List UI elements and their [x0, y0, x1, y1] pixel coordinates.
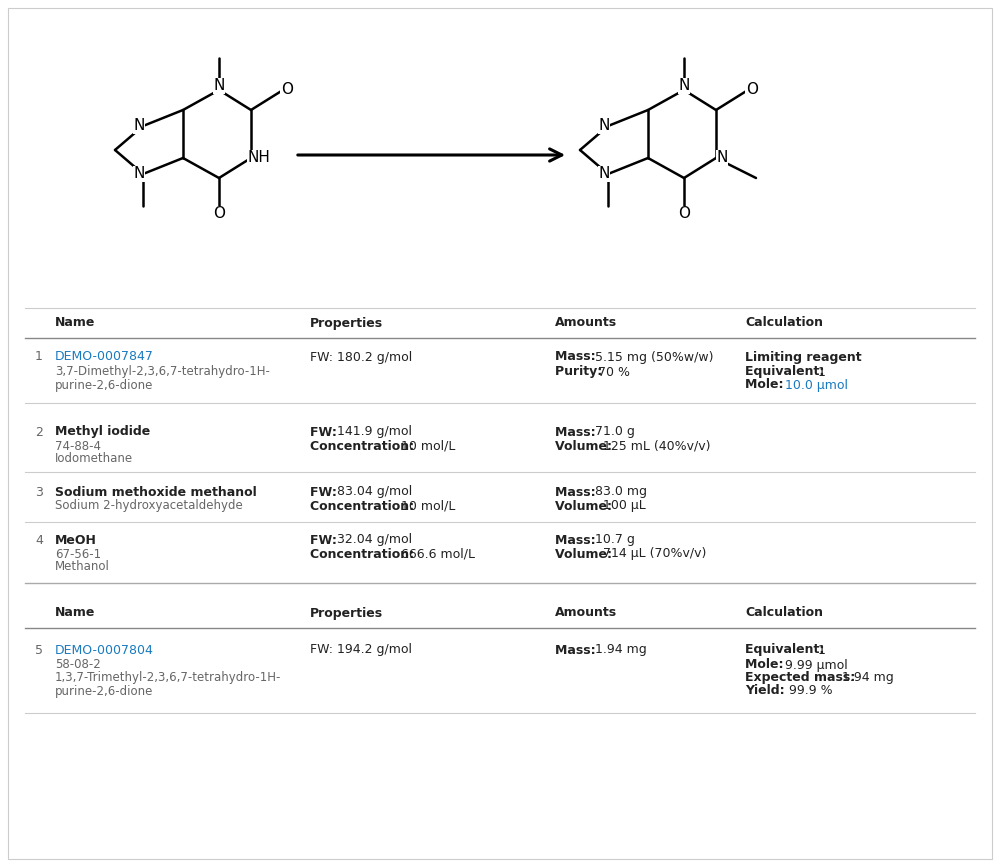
Text: 714 μL (70%v/v): 714 μL (70%v/v)	[603, 547, 706, 560]
Text: O: O	[746, 82, 758, 97]
Text: Mass:: Mass:	[555, 350, 600, 363]
Text: 71.0 g: 71.0 g	[595, 426, 635, 439]
Text: 99.9 %: 99.9 %	[789, 685, 833, 697]
Text: NH: NH	[248, 151, 270, 166]
Text: Name: Name	[55, 316, 95, 329]
Text: N: N	[598, 166, 610, 181]
Text: O: O	[281, 82, 293, 97]
Text: Mass:: Mass:	[555, 426, 600, 439]
Text: MeOH: MeOH	[55, 533, 97, 546]
Text: 9.99 μmol: 9.99 μmol	[785, 659, 848, 672]
Text: purine-2,6-dione: purine-2,6-dione	[55, 685, 153, 697]
Text: FW: 180.2 g/mol: FW: 180.2 g/mol	[310, 350, 412, 363]
Text: O: O	[213, 206, 225, 221]
Text: N: N	[678, 79, 690, 94]
Text: Expected mass:: Expected mass:	[745, 672, 860, 685]
Text: 3,7-Dimethyl-2,3,6,7-tetrahydro-1H-: 3,7-Dimethyl-2,3,6,7-tetrahydro-1H-	[55, 366, 270, 379]
Text: Calculation: Calculation	[745, 607, 823, 620]
Text: Amounts: Amounts	[555, 607, 617, 620]
Text: N: N	[716, 151, 728, 166]
Text: 83.0 mg: 83.0 mg	[595, 486, 647, 499]
Text: 141.9 g/mol: 141.9 g/mol	[337, 426, 412, 439]
Text: Mass:: Mass:	[555, 533, 600, 546]
Text: purine-2,6-dione: purine-2,6-dione	[55, 379, 153, 392]
Text: 10 mol/L: 10 mol/L	[401, 499, 455, 512]
Text: Properties: Properties	[310, 316, 383, 329]
Text: 1: 1	[818, 366, 826, 379]
Text: 74-88-4: 74-88-4	[55, 440, 101, 453]
Text: Volume:: Volume:	[555, 440, 616, 453]
Text: 58-08-2: 58-08-2	[55, 659, 101, 672]
Text: Concentration:: Concentration:	[310, 499, 418, 512]
Text: 5: 5	[35, 643, 43, 656]
Text: 2: 2	[35, 426, 43, 439]
Text: Iodomethane: Iodomethane	[55, 453, 133, 466]
Text: Sodium methoxide methanol: Sodium methoxide methanol	[55, 486, 257, 499]
Text: Volume:: Volume:	[555, 547, 616, 560]
Text: FW:: FW:	[310, 486, 341, 499]
Text: 125 mL (40%v/v): 125 mL (40%v/v)	[603, 440, 710, 453]
Text: 32.04 g/mol: 32.04 g/mol	[337, 533, 412, 546]
Text: 1: 1	[818, 643, 826, 656]
Text: Properties: Properties	[310, 607, 383, 620]
Text: Volume:: Volume:	[555, 499, 616, 512]
Text: Yield:: Yield:	[745, 685, 789, 697]
Text: N: N	[133, 119, 145, 134]
Text: 10.0 μmol: 10.0 μmol	[785, 379, 848, 392]
Text: Purity:: Purity:	[555, 366, 607, 379]
Text: Amounts: Amounts	[555, 316, 617, 329]
Text: DEMO-0007804: DEMO-0007804	[55, 643, 154, 656]
Text: FW: 194.2 g/mol: FW: 194.2 g/mol	[310, 643, 412, 656]
Text: 1: 1	[35, 350, 43, 363]
Text: Mass:: Mass:	[555, 486, 600, 499]
Text: 5.15 mg (50%w/w): 5.15 mg (50%w/w)	[595, 350, 714, 363]
Text: Mass:: Mass:	[555, 643, 600, 656]
Text: DEMO-0007847: DEMO-0007847	[55, 350, 154, 363]
Text: O: O	[678, 206, 690, 221]
Text: N: N	[133, 166, 145, 181]
Text: 70 %: 70 %	[598, 366, 630, 379]
Text: Mole:: Mole:	[745, 379, 788, 392]
Text: 1,3,7-Trimethyl-2,3,6,7-tetrahydro-1H-: 1,3,7-Trimethyl-2,3,6,7-tetrahydro-1H-	[55, 672, 281, 685]
Text: Equivalent:: Equivalent:	[745, 366, 829, 379]
Text: 67-56-1: 67-56-1	[55, 547, 101, 560]
Text: FW:: FW:	[310, 426, 341, 439]
Text: N: N	[213, 79, 225, 94]
Text: 1.94 mg: 1.94 mg	[842, 672, 894, 685]
Text: Equivalent:: Equivalent:	[745, 643, 829, 656]
Text: 10.7 g: 10.7 g	[595, 533, 635, 546]
Text: 1.94 mg: 1.94 mg	[595, 643, 647, 656]
Text: Sodium 2-hydroxyacetaldehyde: Sodium 2-hydroxyacetaldehyde	[55, 499, 243, 512]
Text: Concentration:: Concentration:	[310, 547, 418, 560]
Text: 3: 3	[35, 486, 43, 499]
Text: 83.04 g/mol: 83.04 g/mol	[337, 486, 412, 499]
Text: Concentration:: Concentration:	[310, 440, 418, 453]
Text: Methanol: Methanol	[55, 560, 110, 573]
Text: Calculation: Calculation	[745, 316, 823, 329]
Text: Limiting reagent: Limiting reagent	[745, 350, 862, 363]
Text: 10 mol/L: 10 mol/L	[401, 440, 455, 453]
Text: 666.6 mol/L: 666.6 mol/L	[401, 547, 475, 560]
Text: N: N	[598, 119, 610, 134]
Text: Mole:: Mole:	[745, 659, 788, 672]
Text: 100 μL: 100 μL	[603, 499, 646, 512]
Text: Name: Name	[55, 607, 95, 620]
Text: FW:: FW:	[310, 533, 341, 546]
Text: 4: 4	[35, 533, 43, 546]
Text: Methyl iodide: Methyl iodide	[55, 426, 150, 439]
